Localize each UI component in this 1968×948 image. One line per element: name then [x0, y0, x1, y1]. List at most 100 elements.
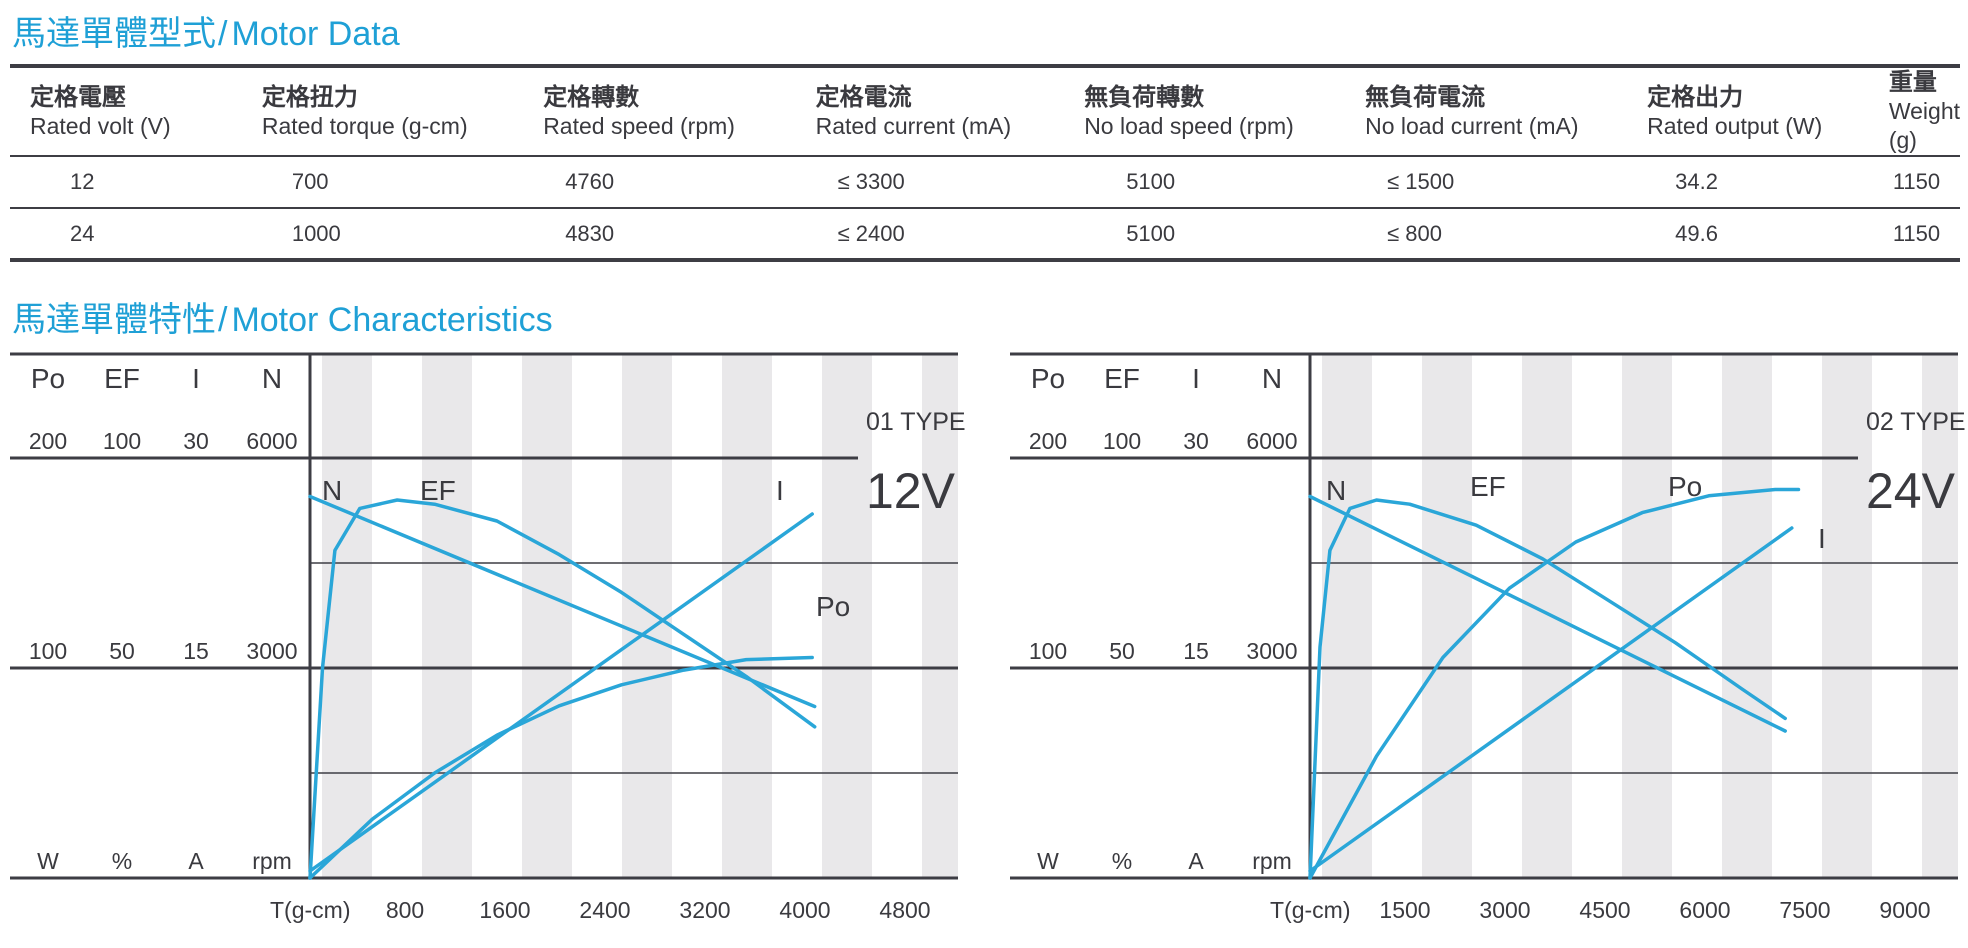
series-line-ef — [1308, 498, 1787, 880]
x-axis-label: T(g-cm) — [1270, 897, 1350, 923]
column-header-en: Rated volt (V) — [30, 112, 171, 139]
series-line-ef — [308, 498, 817, 880]
y-axis-name: N — [1262, 363, 1282, 394]
grid-band — [422, 354, 472, 878]
series-label: EF — [420, 475, 456, 506]
column-header: 定格轉數 Rated speed (rpm) — [523, 66, 795, 156]
table-cell: ≤ 1500 — [1387, 169, 1455, 194]
motor-data-title-zh: 馬達單體型式 — [12, 15, 216, 53]
y-axis-name: Po — [31, 363, 65, 394]
column-header: 定格電流 Rated current (mA) — [796, 66, 1065, 156]
column-header-zh: 定格電流 — [815, 83, 912, 111]
y-axis-tick-max: 6000 — [246, 428, 297, 454]
table-cell: 1150 — [1892, 220, 1941, 246]
y-axis-tick-mid: 15 — [1183, 638, 1209, 664]
series-label: EF — [1470, 471, 1506, 502]
column-header-zh: 定格轉數 — [543, 83, 640, 111]
column-header-zh: 無負荷電流 — [1365, 83, 1486, 111]
column-header-zh: 定格出力 — [1647, 83, 1744, 111]
y-axis-tick-max: 100 — [103, 428, 141, 454]
y-axis-tick-max: 200 — [1029, 428, 1067, 454]
x-axis-tick-label: 4000 — [779, 897, 830, 923]
type-label: 01 TYPE — [866, 408, 966, 436]
y-axis-unit: A — [188, 848, 204, 874]
series-line-n — [308, 494, 817, 709]
grid-band — [1722, 354, 1772, 878]
motor-characteristics-title: 馬達單體特性/Motor Characteristics — [12, 292, 553, 341]
y-axis-tick-max: 30 — [183, 428, 209, 454]
table-cell: 5100 — [1126, 169, 1176, 194]
y-axis-tick-mid: 3000 — [1246, 638, 1297, 664]
grid-band — [1522, 354, 1572, 878]
series-line-po — [1308, 487, 1801, 880]
grid-band — [1822, 354, 1872, 878]
y-axis-name: EF — [104, 363, 140, 394]
y-axis-name: Po — [1031, 363, 1065, 394]
motor-data-table: 定格電壓 Rated volt (V) 定格扭力 Rated torque (g-c… — [10, 64, 1960, 262]
column-header-en: Rated speed (rpm) — [543, 112, 735, 139]
y-axis-tick-max: 100 — [1103, 428, 1141, 454]
series-label: I — [1818, 523, 1826, 554]
table-cell: 12 — [70, 169, 95, 194]
grid-band — [922, 354, 958, 878]
series-label: Po — [1668, 471, 1702, 502]
y-axis-tick-mid: 100 — [1029, 638, 1067, 664]
motor-data-title-en: Motor Data — [231, 15, 400, 53]
series-line-i — [308, 512, 814, 873]
table-cell: ≤ 3300 — [837, 169, 905, 194]
table-cell: 34.2 — [1675, 169, 1718, 194]
table-cell: 1000 — [291, 220, 341, 246]
series-label: Po — [816, 591, 850, 622]
chart-12v: Po 200 100 W EF 100 50% I 30 15 A N 6000 3000 rpm T(g-c… — [10, 352, 966, 923]
grid-band — [522, 354, 572, 878]
table-cell: 1150 — [1892, 169, 1941, 194]
y-axis-unit: rpm — [252, 848, 292, 874]
grid-band — [822, 354, 872, 878]
grid-band — [1422, 354, 1472, 878]
x-axis-tick-label: 1500 — [1379, 897, 1430, 923]
table-cell: ≤ 800 — [1387, 220, 1442, 246]
y-axis-unit: W — [1037, 848, 1059, 874]
column-header: 定格扭力 Rated torque (g-cm) — [242, 66, 523, 156]
y-axis-unit: % — [1112, 848, 1132, 874]
x-axis-tick-label: 6000 — [1679, 897, 1730, 923]
y-axis-tick-max: 200 — [29, 428, 67, 454]
column-header-zh: 無負荷轉數 — [1084, 83, 1205, 111]
column-header-en: Rated torque (g-cm) — [261, 112, 468, 139]
series-label: I — [776, 475, 784, 506]
y-axis-tick-max: 30 — [1183, 428, 1209, 454]
x-axis-tick-label: 3200 — [679, 897, 730, 923]
table-cell: 4830 — [565, 220, 615, 246]
y-axis-unit: A — [1188, 848, 1204, 874]
table-cell: ≤ 2400 — [837, 220, 905, 246]
characteristics-title-zh: 馬達單體特性 — [12, 301, 216, 339]
column-header: 無負荷轉數 No load speed (rpm) — [1064, 66, 1345, 156]
y-axis-name: I — [1192, 363, 1200, 394]
column-header: 無負荷電流 No load current (mA) — [1345, 66, 1627, 156]
y-axis-tick-max: 6000 — [1246, 428, 1297, 454]
y-axis-unit: % — [112, 848, 132, 874]
column-header-en: No load current (mA) — [1365, 112, 1579, 139]
motor-data-title: 馬達單體型式/Motor Data — [12, 6, 400, 55]
column-header-en: Rated output (W) — [1647, 112, 1823, 139]
table-header-row: 定格電壓 Rated volt (V) 定格扭力 Rated torque (g-c… — [10, 66, 1960, 156]
y-axis-tick-mid: 15 — [183, 638, 209, 664]
series-line-po — [308, 655, 814, 880]
table-cell: 49.6 — [1675, 220, 1718, 246]
grid-band — [722, 354, 772, 878]
x-axis-tick-label: 4500 — [1579, 897, 1630, 923]
table-row: 24 1000 4830 ≤ 2400 5100 ≤ 800 49.6 1150 — [10, 208, 1960, 260]
title-separator: / — [218, 301, 228, 339]
column-header-zh: 定格扭力 — [261, 83, 358, 111]
y-axis-tick-mid: 50 — [109, 638, 135, 664]
type-label: 02 TYPE — [1866, 408, 1966, 436]
series-label: N — [1326, 475, 1346, 506]
table-row: 12 700 4760 ≤ 3300 5100 ≤ 1500 34.2 1150 — [10, 156, 1960, 208]
table-cell: 24 — [70, 220, 95, 246]
column-header-en: No load speed (rpm) — [1084, 112, 1294, 139]
grid-band — [1622, 354, 1672, 878]
table-cell: 5100 — [1126, 220, 1176, 246]
column-header: 定格電壓 Rated volt (V) — [10, 66, 242, 156]
x-axis-tick-label: 3000 — [1479, 897, 1530, 923]
x-axis-label: T(g-cm) — [270, 897, 350, 923]
